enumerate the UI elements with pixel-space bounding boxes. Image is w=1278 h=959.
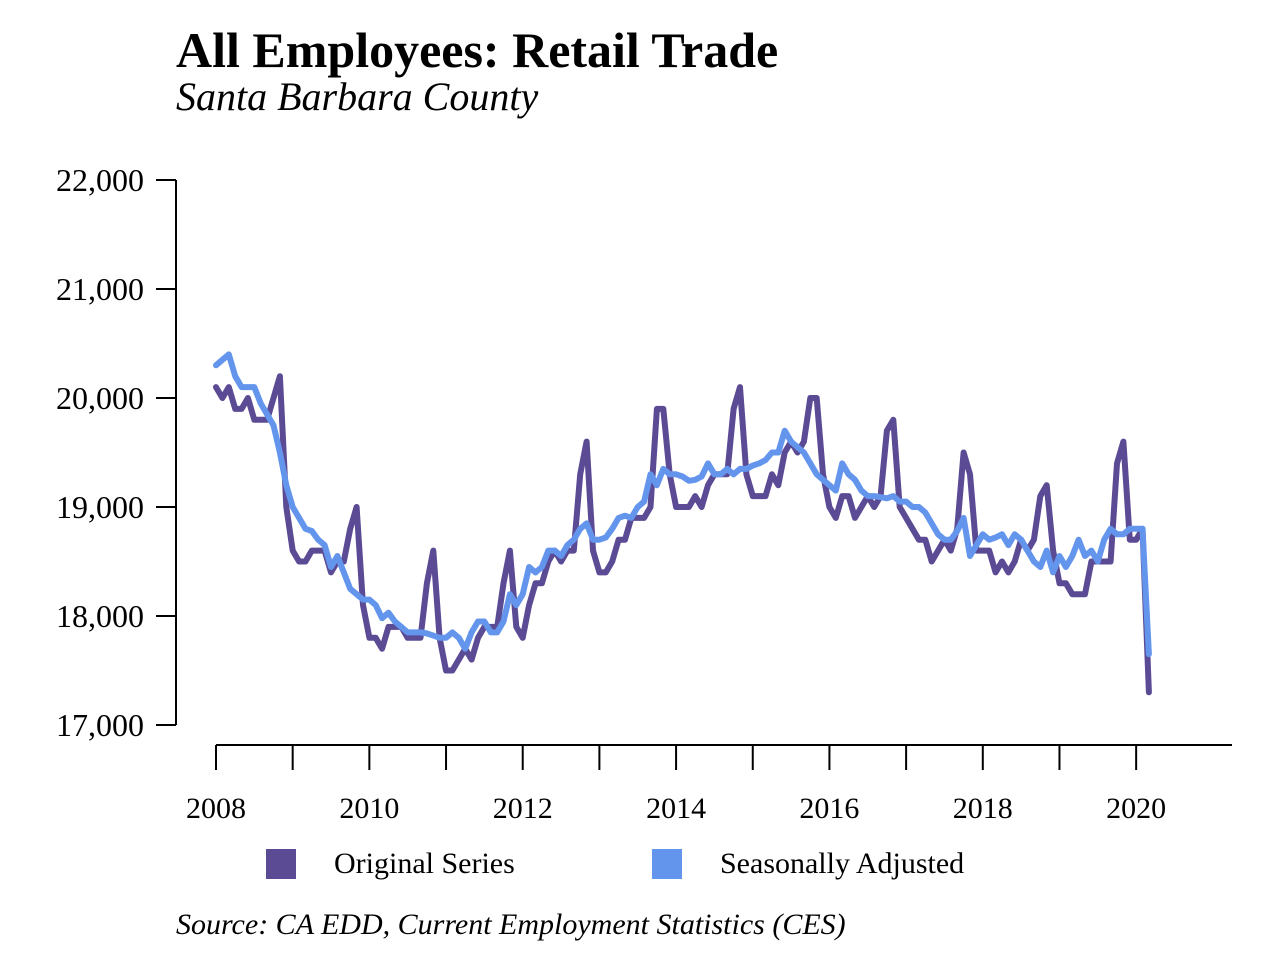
y-tick-label: 18,000: [56, 598, 144, 634]
y-tick-label: 22,000: [56, 162, 144, 198]
x-tick-label: 2020: [1106, 792, 1166, 825]
series-line-seasonally-adjusted: [213, 351, 1152, 658]
x-tick-label: 2014: [646, 792, 706, 825]
line-chart: 17,000 18,000 19,000 20,000 21,000 22,000 200…: [56, 162, 1232, 825]
chart-title: All Employees: Retail Trade: [176, 22, 779, 78]
y-axis: 17,000 18,000 19,000 20,000 21,000 22,000: [56, 162, 177, 743]
y-tick-label: 20,000: [56, 380, 144, 416]
legend-swatch-original: [266, 849, 296, 879]
y-tick-label: 17,000: [56, 707, 144, 743]
legend-label-seasonally-adjusted: Seasonally Adjusted: [720, 847, 965, 880]
series-line-original: [213, 373, 1152, 696]
series-layer: [213, 351, 1152, 696]
x-tick-label: 2018: [953, 792, 1013, 825]
chart-subtitle: Santa Barbara County: [176, 74, 539, 119]
legend-item-seasonally-adjusted: Seasonally Adjusted: [652, 846, 964, 882]
y-tick-label: 19,000: [56, 489, 144, 525]
x-tick-label: 2016: [799, 792, 859, 825]
legend-label-original: Original Series: [334, 847, 515, 880]
source-note: Source: CA EDD, Current Employment Stati…: [176, 908, 846, 941]
legend-item-original: Original Series: [266, 846, 515, 882]
x-tick-label: 2012: [493, 792, 553, 825]
x-axis: 2008 2010 2012 2014 2016 2018 2020: [186, 744, 1232, 825]
legend-swatch-seasonally-adjusted: [652, 849, 682, 879]
x-tick-label: 2010: [339, 792, 399, 825]
y-tick-label: 21,000: [56, 271, 144, 307]
x-tick-label: 2008: [186, 792, 246, 825]
legend: Original Series Seasonally Adjusted: [0, 846, 1278, 882]
